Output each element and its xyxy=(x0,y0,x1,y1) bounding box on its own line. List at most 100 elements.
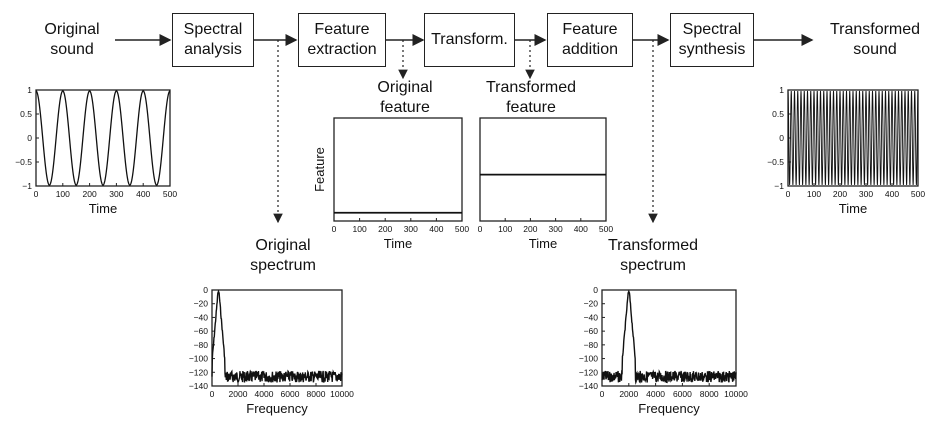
box-feature-extraction-line2: extraction xyxy=(307,41,377,58)
transformed-spectrum-label-line2: spectrum xyxy=(620,257,686,274)
y-tick-label: 1 xyxy=(779,85,784,95)
x-tick-label: 300 xyxy=(549,224,563,234)
box-spectral-synthesis-line2: synthesis xyxy=(678,41,746,58)
transformed-spectrum-label: Transformed spectrum xyxy=(598,236,708,276)
x-axis-label: Time xyxy=(384,236,412,251)
x-tick-label: 200 xyxy=(833,189,847,199)
input-label: Original sound xyxy=(30,20,114,60)
original-feature-label: Original feature xyxy=(360,78,450,118)
y-tick-label: −40 xyxy=(584,312,599,322)
x-tick-label: 0 xyxy=(600,389,605,399)
transformed-feature-label-line2: feature xyxy=(506,99,556,116)
plot-frame xyxy=(211,289,343,387)
x-tick-label: 6000 xyxy=(281,389,300,399)
y-tick-label: −1 xyxy=(774,181,784,191)
x-tick-label: 8000 xyxy=(700,389,719,399)
x-axis-label: Time xyxy=(89,201,117,216)
plot-original-spectrum: 0 2000 4000 6000 8000 10000 Frequency 0 −20 −40 −6… xyxy=(189,285,354,416)
x-tick-label: 500 xyxy=(599,224,613,234)
y-tick-label: 0.5 xyxy=(772,109,784,119)
x-tick-label: 400 xyxy=(429,224,443,234)
y-tick-label: −100 xyxy=(579,354,598,364)
x-tick-label: 500 xyxy=(163,189,177,199)
x-tick-label: 0 xyxy=(786,189,791,199)
x-tick-label: 0 xyxy=(34,189,39,199)
y-tick-label: −120 xyxy=(579,367,598,377)
output-label: Transformed sound xyxy=(816,20,934,60)
plot-transformed-waveform: 0 100 200 300 400 500 Time 1 0.5 0 −0.5 −1 xyxy=(767,85,925,216)
plot-frame xyxy=(333,117,463,222)
x-tick-label: 8000 xyxy=(307,389,326,399)
transformed-feature-label-line1: Transformed xyxy=(485,79,577,96)
x-tick-label: 500 xyxy=(911,189,925,199)
original-feature-label-line2: feature xyxy=(380,99,430,116)
box-spectral-synthesis: Spectral synthesis xyxy=(670,13,754,67)
y-tick-label: −60 xyxy=(194,326,209,336)
x-tick-label: 4000 xyxy=(255,389,274,399)
waveform-line xyxy=(35,90,171,186)
x-tick-label: 200 xyxy=(378,224,392,234)
plot-transformed-feature: 0 100 200 300 400 500 Time xyxy=(478,117,613,251)
y-tick-label: 0.5 xyxy=(20,109,32,119)
x-tick-label: 400 xyxy=(885,189,899,199)
x-tick-label: 100 xyxy=(353,224,367,234)
x-tick-label: 6000 xyxy=(673,389,692,399)
box-spectral-synthesis-line1: Spectral xyxy=(682,21,742,38)
box-feature-extraction: Feature extraction xyxy=(298,13,386,67)
y-tick-label: −0.5 xyxy=(767,157,784,167)
box-feature-extraction-line1: Feature xyxy=(314,21,370,38)
y-tick-label: −20 xyxy=(194,299,209,309)
x-tick-label: 300 xyxy=(109,189,123,199)
spectrum-line xyxy=(601,289,737,385)
input-label-line1: Original xyxy=(44,21,100,38)
y-tick-label: −40 xyxy=(194,312,209,322)
x-tick-label: 100 xyxy=(56,189,70,199)
plot-frame xyxy=(479,117,607,222)
box-transform: Transform. xyxy=(424,13,515,67)
spectrum-line xyxy=(211,289,343,384)
transformed-feature-label: Transformed feature xyxy=(478,78,584,118)
box-spectral-analysis-line2: analysis xyxy=(184,41,242,58)
y-tick-label: −80 xyxy=(584,340,599,350)
y-tick-label: −1 xyxy=(22,181,32,191)
x-tick-label: 10000 xyxy=(330,389,354,399)
y-tick-label: −120 xyxy=(189,367,208,377)
x-tick-label: 200 xyxy=(83,189,97,199)
x-tick-label: 2000 xyxy=(229,389,248,399)
original-spectrum-label-line1: Original xyxy=(255,237,311,254)
waveform-line xyxy=(787,90,919,185)
y-tick-label: −80 xyxy=(194,340,209,350)
plot-frame xyxy=(35,89,171,187)
x-tick-label: 10000 xyxy=(724,389,748,399)
box-feature-addition-line2: addition xyxy=(561,41,619,58)
y-tick-label: −100 xyxy=(189,354,208,364)
y-tick-label: 0 xyxy=(203,285,208,295)
y-tick-label: 0 xyxy=(779,133,784,143)
x-tick-label: 300 xyxy=(859,189,873,199)
x-tick-label: 500 xyxy=(455,224,469,234)
y-tick-label: −20 xyxy=(584,299,599,309)
x-tick-label: 200 xyxy=(523,224,537,234)
plot-transformed-spectrum: 0 2000 4000 6000 8000 10000 Frequency 0 −20 −40 −6… xyxy=(579,285,748,416)
original-spectrum-label: Original spectrum xyxy=(238,236,328,276)
x-axis-label: Frequency xyxy=(638,401,700,416)
x-tick-label: 300 xyxy=(404,224,418,234)
x-tick-label: 0 xyxy=(478,224,483,234)
x-axis-label: Time xyxy=(529,236,557,251)
y-tick-label: 0 xyxy=(593,285,598,295)
x-tick-label: 2000 xyxy=(619,389,638,399)
y-axis-label: Feature xyxy=(312,147,327,192)
box-spectral-analysis: Spectral analysis xyxy=(172,13,254,67)
x-tick-label: 100 xyxy=(498,224,512,234)
y-tick-label: −60 xyxy=(584,326,599,336)
box-spectral-analysis-line1: Spectral xyxy=(183,21,243,38)
input-label-line2: sound xyxy=(50,41,94,58)
box-feature-addition-line1: Feature xyxy=(562,21,618,38)
x-tick-label: 400 xyxy=(136,189,150,199)
output-label-line1: Transformed xyxy=(829,21,921,38)
original-feature-label-line1: Original xyxy=(377,79,433,96)
output-label-line2: sound xyxy=(853,41,897,58)
y-tick-label: −0.5 xyxy=(15,157,32,167)
